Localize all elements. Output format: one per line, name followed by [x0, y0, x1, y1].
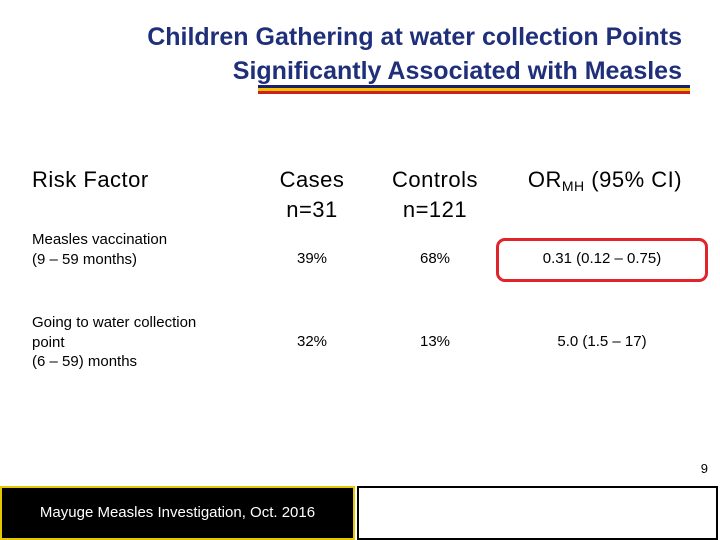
title-underline-blue — [258, 85, 690, 88]
cell-cases-vaccination: 39% — [296, 250, 328, 267]
row-label-line: Measles vaccination — [32, 231, 168, 248]
header-cases-n: n=31 — [286, 197, 338, 222]
cell-controls-water-collection: 13% — [419, 333, 451, 350]
title-underline-yellow — [258, 88, 690, 91]
row-label-line: (6 – 59) months — [32, 353, 138, 370]
cell-controls-vaccination: 68% — [419, 250, 451, 267]
row-label-vaccination: Measles vaccination (9 – 59 months) — [32, 230, 167, 269]
header-or-suffix: (95% CI) — [591, 167, 683, 192]
page-number: 9 — [700, 461, 708, 476]
footer-empty-panel — [357, 486, 718, 540]
row-label-line: (9 – 59 months) — [32, 250, 138, 268]
cell-cases-water-collection: 32% — [296, 333, 328, 350]
header-or-prefix: OR — [527, 167, 562, 192]
highlight-box — [496, 238, 708, 282]
header-controls: Controls n=121 — [372, 165, 498, 225]
header-cases-label: Cases — [279, 167, 345, 192]
header-odds-ratio: ORMH (95% CI) — [505, 165, 705, 201]
slide-title-line-2: Significantly Associated with Measles — [232, 57, 682, 85]
footer-banner: Mayuge Measles Investigation, Oct. 2016 — [0, 486, 355, 540]
title-underline-red — [258, 91, 690, 94]
header-cases: Cases n=31 — [262, 165, 362, 225]
row-label-line: point — [32, 333, 65, 351]
row-label-water-collection: Going to water collection point (6 – 59)… — [32, 313, 196, 372]
header-controls-label: Controls — [392, 167, 478, 192]
footer-text: Mayuge Measles Investigation, Oct. 2016 — [39, 504, 316, 521]
cell-or-vaccination: 0.31 (0.12 – 0.75) — [542, 250, 662, 267]
slide-title: Children Gathering at water collection P… — [42, 20, 682, 88]
row-label-line: Going to water collection — [32, 314, 197, 331]
header-risk-factor: Risk Factor — [32, 167, 149, 192]
cell-or-water-collection: 5.0 (1.5 – 17) — [557, 333, 647, 350]
header-or-subscript: MH — [561, 178, 585, 194]
header-controls-n: n=121 — [402, 197, 468, 222]
slide-title-line-1: Children Gathering at water collection P… — [147, 23, 682, 51]
